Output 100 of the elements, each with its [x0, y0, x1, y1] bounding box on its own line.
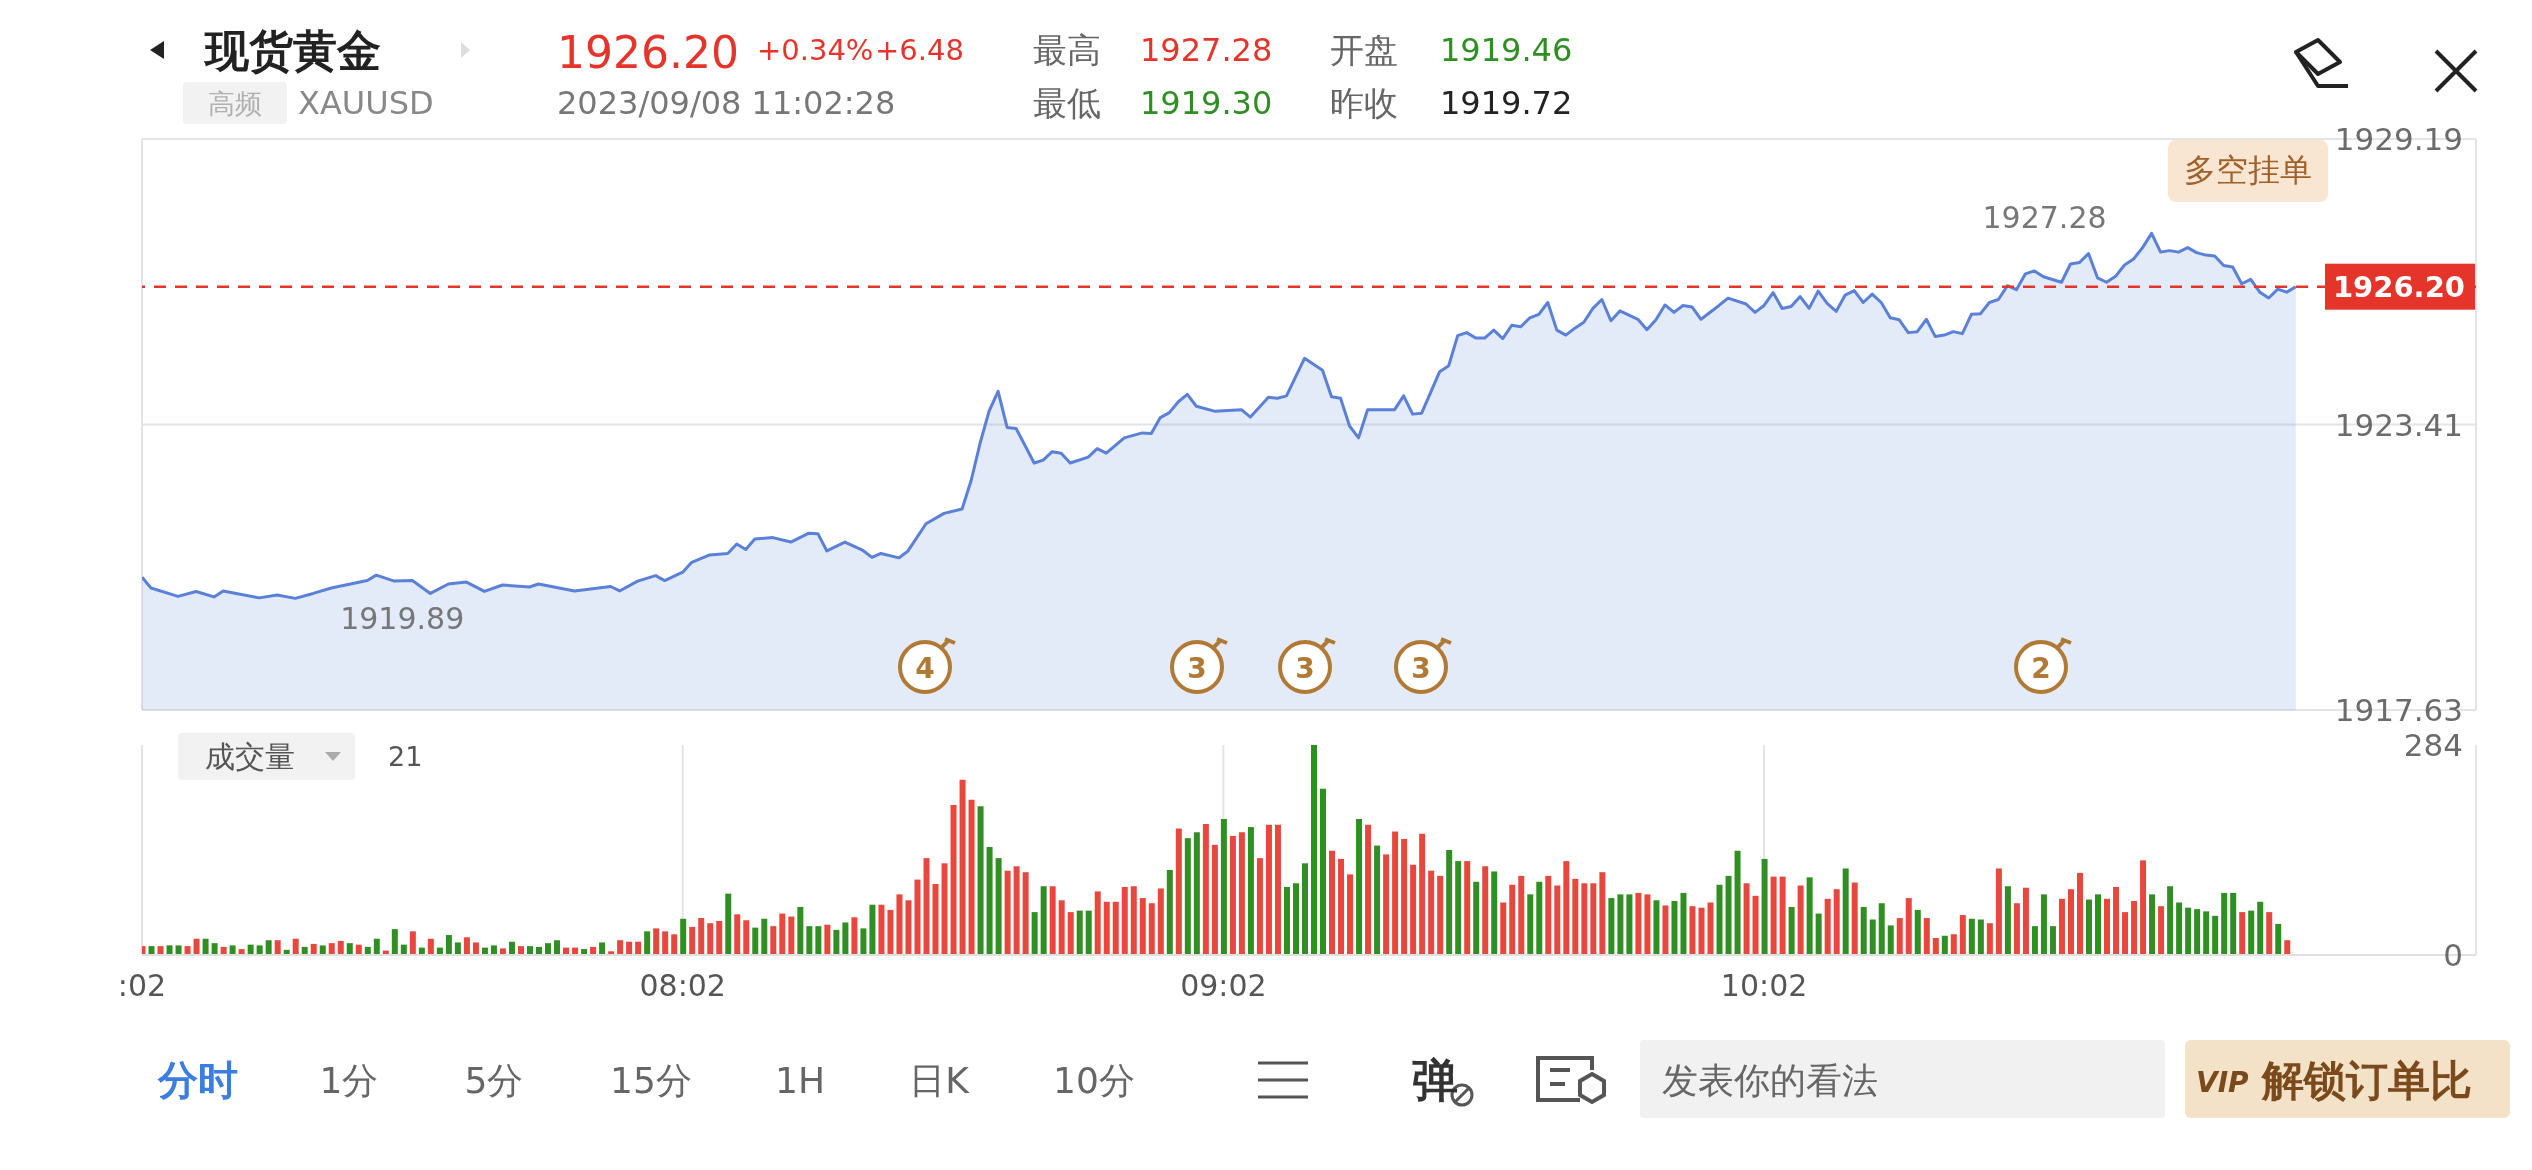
bar — [1977, 919, 1984, 955]
bar — [1067, 912, 1074, 955]
bar — [1851, 882, 1858, 955]
bar — [1680, 892, 1687, 955]
bar — [1644, 894, 1651, 955]
bar — [1491, 871, 1498, 955]
bar — [653, 928, 660, 955]
bar — [427, 938, 434, 955]
bar — [1338, 858, 1345, 955]
bar — [1139, 898, 1146, 955]
bar — [1220, 818, 1227, 955]
bar — [1887, 925, 1894, 955]
bar — [1437, 875, 1444, 955]
text: 1926.20 — [557, 26, 739, 78]
bar — [1455, 861, 1462, 955]
bar — [2239, 912, 2246, 955]
bar — [526, 946, 533, 955]
bar — [1635, 892, 1642, 955]
bar — [2095, 894, 2102, 955]
bar — [1238, 832, 1245, 955]
bar — [1058, 900, 1065, 955]
x-tick-label: :02 — [117, 967, 167, 1003]
bar — [1959, 915, 1966, 955]
bar — [1806, 877, 1813, 955]
bar — [2076, 872, 2083, 955]
bar — [1076, 910, 1083, 955]
bar — [2113, 886, 2120, 955]
bar — [1031, 912, 1038, 955]
bar — [1148, 903, 1155, 955]
bar — [166, 945, 173, 955]
bar — [229, 945, 236, 955]
bar — [1166, 869, 1173, 955]
bar — [1734, 850, 1741, 955]
bar — [1193, 832, 1200, 955]
bar — [1860, 906, 1867, 955]
bar — [2104, 898, 2111, 955]
bar — [148, 946, 155, 955]
annotation: 3 — [1187, 651, 1207, 685]
bar — [1500, 902, 1507, 955]
bar — [1004, 870, 1011, 955]
bar — [815, 926, 822, 955]
bar — [2122, 912, 2129, 955]
annotation: 3 — [1295, 651, 1315, 685]
bar — [950, 804, 957, 955]
bar — [689, 926, 696, 955]
bar — [1932, 937, 1939, 955]
bar — [842, 922, 849, 955]
bar — [1689, 906, 1696, 955]
bar — [2266, 912, 2273, 955]
bar — [1707, 902, 1714, 955]
text: 解锁订单比 — [2261, 1055, 2472, 1105]
bar — [1329, 850, 1336, 955]
bar — [1662, 905, 1669, 955]
bar — [2284, 940, 2291, 955]
bar — [445, 935, 452, 955]
bar — [977, 806, 984, 955]
bar — [508, 941, 515, 955]
bar — [1914, 909, 1921, 955]
bar — [1815, 913, 1822, 955]
bar — [1022, 872, 1029, 955]
bar — [265, 940, 272, 955]
bar — [1383, 854, 1390, 955]
text: 弹 — [1412, 1053, 1458, 1107]
bar — [1536, 881, 1543, 955]
bar — [1464, 861, 1471, 955]
annotation: 1927.28 — [1982, 199, 2107, 235]
bar — [373, 938, 380, 955]
bar — [1482, 866, 1489, 955]
bar — [968, 799, 975, 955]
bar — [2067, 889, 2074, 955]
bar — [1581, 883, 1588, 955]
bar — [1752, 895, 1759, 955]
bar — [1202, 824, 1209, 955]
text: +6.48 — [875, 33, 964, 67]
bar — [671, 934, 678, 955]
bar — [1292, 883, 1299, 955]
bar — [914, 879, 921, 955]
bar — [878, 904, 885, 955]
bar — [184, 946, 191, 955]
bar — [2049, 926, 2056, 955]
text: 1919.72 — [1440, 84, 1573, 122]
bar — [1797, 885, 1804, 955]
ref-line-label: 1926.20 — [2332, 269, 2465, 304]
bar — [1698, 907, 1705, 955]
bar — [1085, 910, 1092, 955]
bar — [517, 946, 524, 955]
text: 1919.30 — [1140, 84, 1273, 122]
bar — [2203, 911, 2210, 955]
text: +0.34% — [757, 33, 874, 67]
bar — [2194, 909, 2201, 955]
bar — [1842, 868, 1849, 955]
bar — [1265, 824, 1272, 955]
y-tick-label: 1917.63 — [2334, 692, 2463, 728]
text: 高频 — [208, 87, 262, 119]
bar — [409, 931, 416, 955]
bar — [1320, 788, 1327, 955]
bar — [680, 918, 687, 955]
text: 5分 — [464, 1059, 524, 1101]
bar — [1121, 886, 1128, 955]
text: XAUUSD — [298, 84, 434, 122]
